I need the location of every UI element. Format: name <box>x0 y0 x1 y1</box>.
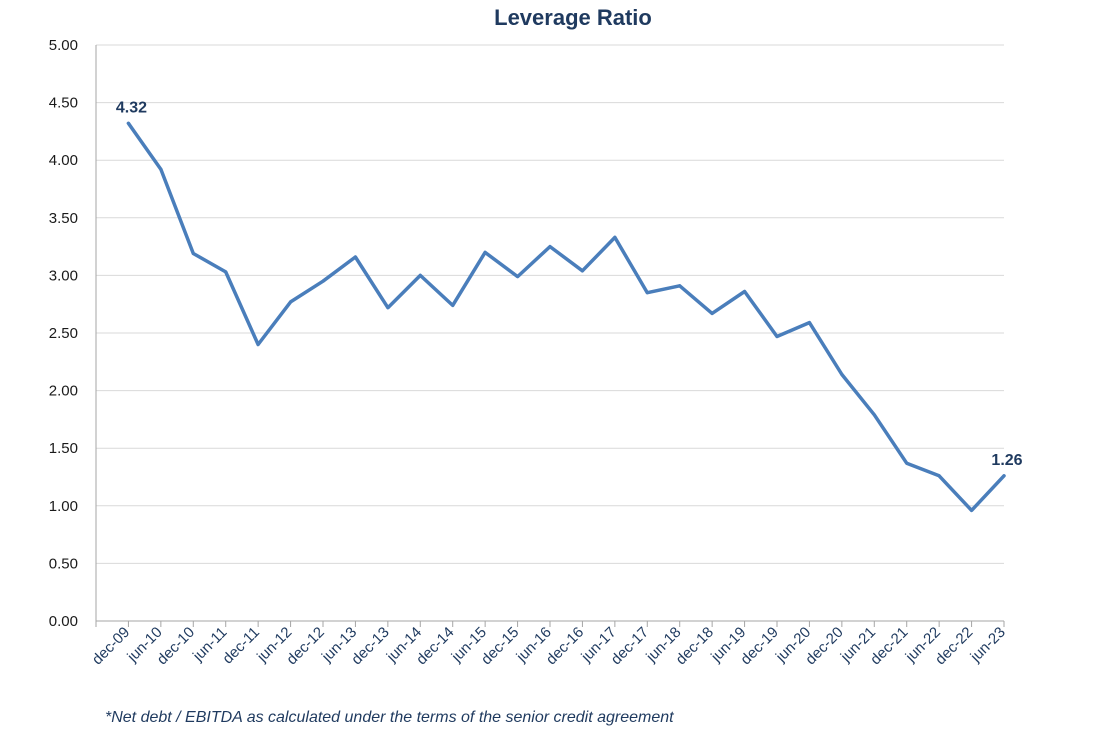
data-point <box>678 284 682 288</box>
y-tick-label: 4.50 <box>49 95 78 112</box>
data-point <box>807 321 811 325</box>
y-tick-label: 5.00 <box>49 37 78 54</box>
y-tick-label: 2.50 <box>49 325 78 342</box>
y-tick-label: 1.50 <box>49 440 78 457</box>
y-tick-label: 3.00 <box>49 267 78 284</box>
y-tick-label: 1.00 <box>49 498 78 515</box>
data-labels: 4.32 1.26 <box>116 99 1023 469</box>
data-point <box>516 275 520 279</box>
data-point <box>613 235 617 239</box>
data-point <box>256 343 260 347</box>
data-point <box>321 279 325 283</box>
x-tick-label: jun-23 <box>967 624 1009 666</box>
data-point <box>1002 474 1006 478</box>
data-point <box>905 461 909 465</box>
data-point <box>970 508 974 512</box>
data-point <box>451 303 455 307</box>
data-point <box>159 167 163 171</box>
data-point <box>191 252 195 256</box>
data-point <box>743 290 747 294</box>
y-axis-ticks: 0.00 0.50 1.00 1.50 2.00 2.50 3.00 3.50 4.00 4.50… <box>49 37 78 630</box>
series-line <box>126 121 1006 513</box>
data-label: 1.26 <box>991 452 1022 469</box>
series-group <box>126 121 1006 513</box>
data-point <box>645 291 649 295</box>
data-point <box>224 270 228 274</box>
x-tick-label: dec-11 <box>219 624 263 668</box>
data-point <box>483 250 487 254</box>
data-point <box>386 306 390 310</box>
data-point <box>710 311 714 315</box>
y-tick-label: 2.00 <box>49 383 78 400</box>
data-label: 4.32 <box>116 99 147 116</box>
data-point <box>289 300 293 304</box>
y-tick-label: 0.00 <box>49 613 78 630</box>
gridlines <box>96 44 1004 564</box>
footnote: *Net debt / EBITDA as calculated under t… <box>105 709 674 726</box>
data-point <box>126 121 130 125</box>
x-tick-label: dec-09 <box>89 624 133 668</box>
data-point <box>418 273 422 277</box>
data-point <box>353 255 357 259</box>
data-point <box>937 474 941 478</box>
y-tick-label: 0.50 <box>49 555 78 572</box>
chart-title: Leverage Ratio <box>494 5 652 30</box>
data-point <box>872 413 876 417</box>
x-axis-ticks: dec-09jun-10dec-10jun-11dec-11jun-12dec-… <box>89 624 1009 668</box>
axes <box>95 45 1005 627</box>
data-point <box>548 245 552 249</box>
y-tick-label: 4.00 <box>49 152 78 169</box>
y-tick-label: 3.50 <box>49 210 78 227</box>
data-point <box>580 269 584 273</box>
data-point <box>840 372 844 376</box>
data-point <box>775 334 779 338</box>
